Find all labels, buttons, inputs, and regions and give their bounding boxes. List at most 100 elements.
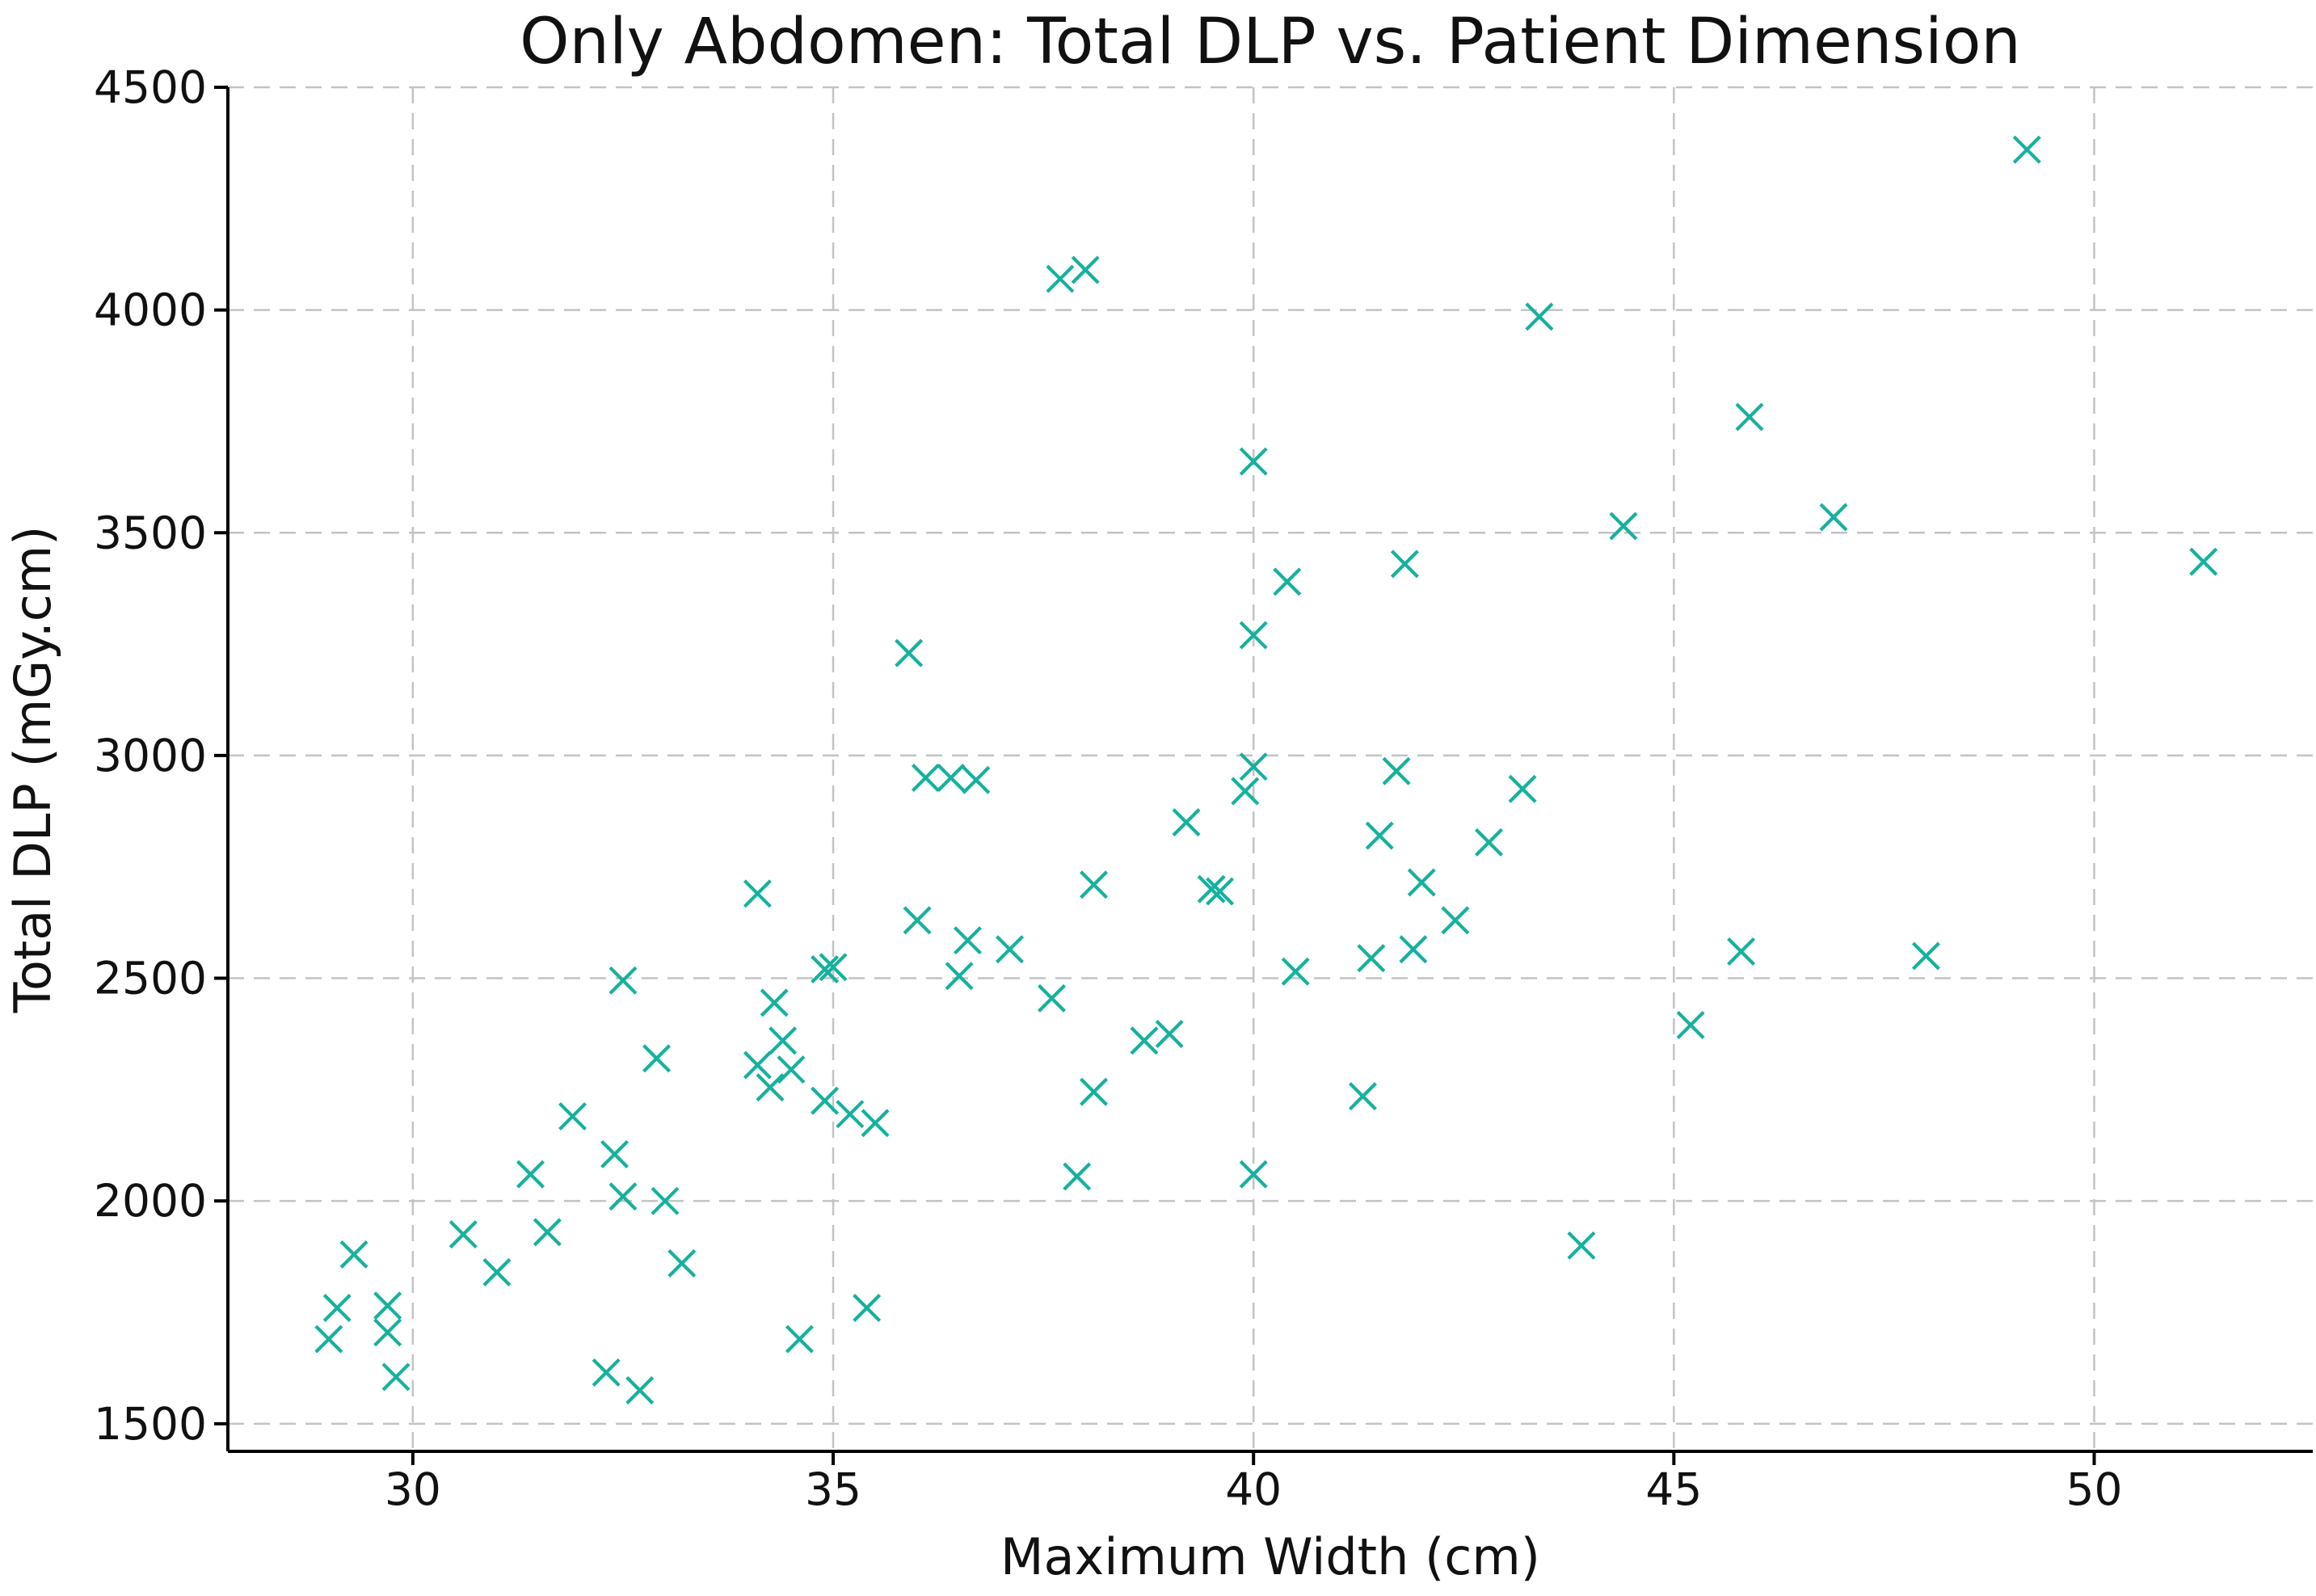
scatter-point [608, 1182, 638, 1211]
scatter-point [2012, 135, 2041, 164]
scatter-point [625, 1375, 655, 1404]
scatter-point [1508, 774, 1537, 803]
scatter-point [482, 1257, 512, 1286]
scatter-point [373, 1318, 402, 1347]
scatter-point [756, 1073, 785, 1102]
scatter-point [962, 765, 991, 794]
scatter-point [1382, 756, 1411, 785]
scatter-point [1474, 827, 1503, 857]
scatter-point [785, 1324, 814, 1354]
scatter-points [314, 135, 2218, 1404]
scatter-point [1911, 941, 1940, 971]
scatter-point [853, 1294, 882, 1322]
scatter-point [448, 1220, 478, 1249]
scatter-point [651, 1186, 680, 1215]
scatter-point [861, 1109, 890, 1138]
scatter-point [1071, 255, 1100, 284]
scatter-point [1080, 1077, 1109, 1106]
y-tick-label: 2000 [94, 1175, 207, 1227]
scatter-point [592, 1358, 621, 1387]
scatter-point [1063, 1162, 1092, 1191]
scatter-point [1046, 264, 1075, 293]
scatter-point [945, 962, 974, 991]
scatter-point [1130, 1026, 1159, 1055]
x-tick-label: 45 [1645, 1463, 1702, 1515]
scatter-point [895, 638, 924, 667]
scatter-point [768, 1026, 798, 1055]
scatter-point [1273, 567, 1302, 596]
axis-ticks [214, 86, 2096, 1465]
scatter-point [743, 1051, 772, 1080]
scatter-point [1239, 1160, 1268, 1189]
y-tick-label: 4000 [94, 284, 207, 336]
scatter-point [743, 879, 772, 908]
y-tick-label: 3000 [94, 730, 207, 781]
x-tick-label: 35 [805, 1463, 861, 1515]
scatter-point [1172, 808, 1201, 837]
scatter-point [953, 926, 982, 955]
y-tick-labels: 1500 2000 2500 3000 3500 4000 4500 [94, 61, 207, 1450]
y-tick-label: 3500 [94, 507, 207, 558]
scatter-point [811, 1086, 840, 1115]
chart-title: Only Abdomen: Total DLP vs. Patient Dime… [520, 6, 2021, 78]
scatter-point [600, 1139, 630, 1169]
scatter-point [2189, 547, 2218, 576]
y-axis-label: Total DLP (mGy.cm) [3, 526, 62, 1014]
scatter-point [1676, 1010, 1705, 1039]
scatter-point [1567, 1231, 1596, 1260]
scatter-point [1609, 512, 1638, 541]
scatter-point [667, 1249, 697, 1278]
scatter-point [911, 763, 940, 792]
scatter-point [1441, 906, 1470, 935]
scatter-point [1231, 777, 1260, 806]
scatter-point [1365, 821, 1394, 850]
scatter-point [811, 955, 840, 984]
scatter-point [1239, 447, 1268, 476]
scatter-point [1735, 402, 1764, 432]
scatter-point [1819, 503, 1848, 532]
axes-spines [226, 87, 2313, 1453]
x-tick-labels: 30 35 40 45 50 [385, 1463, 2123, 1515]
scatter-point [516, 1160, 545, 1189]
scatter-point [558, 1101, 587, 1131]
scatter-point [642, 1044, 672, 1073]
x-tick-label: 40 [1225, 1463, 1282, 1515]
x-axis-label: Maximum Width (cm) [1000, 1527, 1540, 1586]
scatter-point [322, 1294, 352, 1322]
scatter-point [777, 1055, 806, 1084]
scatter-point [1239, 752, 1268, 781]
scatter-point [1348, 1082, 1377, 1111]
scatter-point [314, 1324, 343, 1354]
scatter-point [1038, 983, 1067, 1013]
y-tick-label: 1500 [94, 1398, 207, 1450]
gridlines [228, 86, 2313, 1451]
scatter-point [1206, 877, 1235, 906]
scatter-point [1525, 302, 1554, 331]
scatter-point [1281, 957, 1310, 986]
scatter-point [1390, 550, 1419, 579]
y-tick-label: 4500 [94, 61, 207, 113]
scatter-point [1399, 935, 1428, 964]
scatter-point [1357, 944, 1386, 973]
scatter-point [903, 906, 932, 935]
scatter-point [1727, 937, 1756, 966]
scatter-point [937, 763, 966, 792]
scatter-point [339, 1240, 368, 1269]
scatter-point [760, 988, 789, 1017]
scatter-point [996, 935, 1024, 964]
scatter-point [381, 1362, 411, 1392]
x-tick-label: 30 [385, 1463, 441, 1515]
scatter-point [373, 1291, 402, 1320]
scatter-point [533, 1218, 562, 1247]
scatter-point [1155, 1019, 1184, 1048]
scatter-point [1239, 621, 1268, 650]
scatter-point [1080, 870, 1109, 899]
scatter-point [1197, 874, 1226, 903]
x-tick-label: 50 [2066, 1463, 2123, 1515]
scatter-point [819, 953, 848, 982]
scatter-point [608, 966, 638, 995]
scatter-point [1407, 868, 1436, 897]
y-tick-label: 2500 [94, 953, 207, 1004]
